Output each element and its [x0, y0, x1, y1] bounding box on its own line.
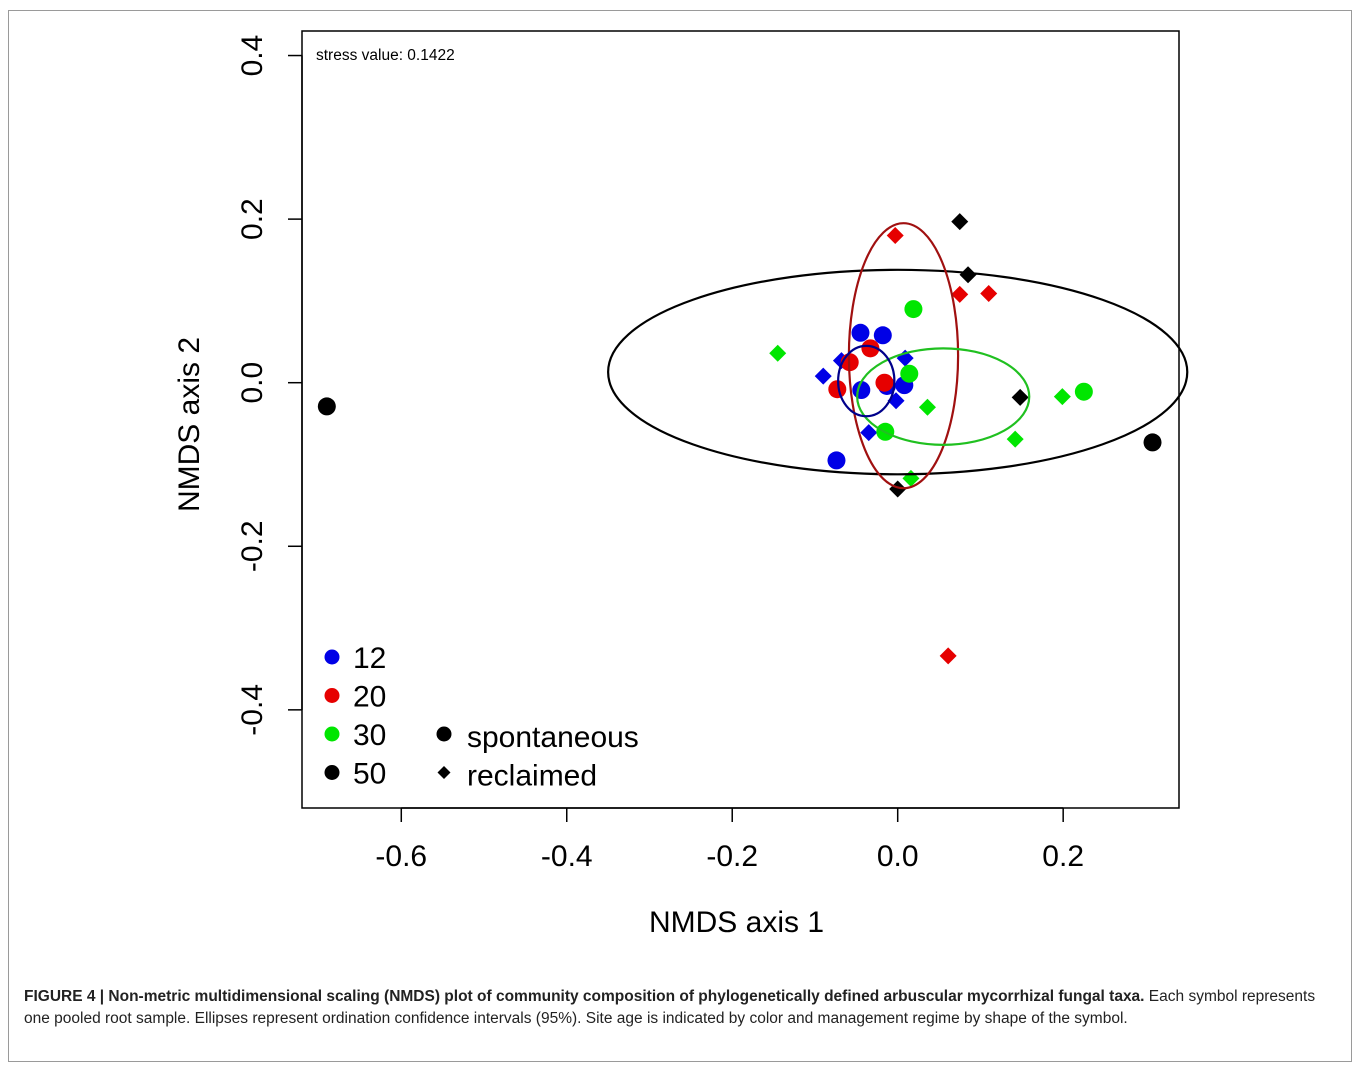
ellipse-50 [607, 268, 1189, 476]
ellipse-20 [847, 222, 960, 490]
legend-age-marker-50 [324, 765, 340, 780]
point-reclaimed-20 [939, 647, 957, 665]
caption-text: Each symbol represents one pooled root s… [24, 988, 1316, 1027]
y-tick-label: -0.2 [236, 520, 269, 572]
nmds-scatter-plot: -0.6 -0.4 -0.2 0.0 0.2 -0.4 -0.2 0.0 0.2 0.4 NMDS … [173, 30, 1189, 939]
plot-area-box [301, 30, 1180, 809]
y-tick-label: 0.0 [236, 362, 269, 404]
point-spontaneous-50 [317, 397, 336, 416]
point-reclaimed-50 [1011, 388, 1029, 406]
point-spontaneous-30 [904, 300, 923, 319]
legend-age-marker-20 [324, 688, 340, 703]
point-reclaimed-12 [814, 367, 832, 385]
point-reclaimed-20 [980, 285, 998, 303]
y-tick-label: 0.2 [236, 198, 269, 240]
x-tick-label: -0.2 [706, 840, 758, 873]
point-reclaimed-50 [959, 266, 977, 284]
point-reclaimed-20 [886, 226, 904, 244]
ellipse-30 [856, 347, 1031, 446]
legend-age-label-12: 12 [353, 642, 386, 675]
x-axis-label: NMDS axis 1 [649, 906, 824, 939]
point-spontaneous-20 [875, 373, 894, 392]
x-tick-label: 0.2 [1042, 840, 1084, 873]
point-spontaneous-30 [900, 364, 919, 383]
point-reclaimed-30 [769, 344, 787, 362]
y-axis-label: NMDS axis 2 [173, 337, 206, 512]
legend-management-label-reclaimed: reclaimed [467, 760, 597, 793]
ellipse-12 [837, 344, 896, 418]
figure-frame [8, 10, 1352, 1062]
legend-management-label-spontaneous: spontaneous [467, 721, 639, 754]
point-spontaneous-12 [873, 326, 892, 345]
point-spontaneous-20 [828, 380, 847, 399]
point-reclaimed-30 [1053, 388, 1071, 406]
point-reclaimed-20 [951, 285, 969, 303]
legend-age-marker-12 [324, 649, 340, 665]
point-reclaimed-12 [860, 424, 878, 442]
legend-age-marker-30 [324, 726, 340, 742]
figure-caption: FIGURE 4 | Non-metric multidimensional s… [24, 986, 1334, 1029]
point-reclaimed-30 [918, 398, 936, 416]
point-spontaneous-12 [852, 381, 871, 400]
x-tick-label: -0.6 [375, 840, 427, 873]
legend-age-label-30: 30 [353, 719, 386, 752]
legend-age-label-20: 20 [353, 681, 386, 714]
legend-age-label-50: 50 [353, 758, 386, 791]
point-spontaneous-20 [861, 339, 880, 358]
legend-reclaimed-marker [437, 766, 451, 779]
point-spontaneous-50 [1143, 433, 1162, 452]
x-tick-label: -0.4 [541, 840, 593, 873]
point-spontaneous-12 [827, 451, 846, 470]
y-tick-label: -0.4 [236, 684, 269, 736]
point-spontaneous-30 [1074, 382, 1093, 401]
point-reclaimed-50 [951, 213, 969, 231]
stress-value-annotation: stress value: 0.1422 [316, 47, 455, 64]
legend-spontaneous-marker [436, 726, 452, 742]
point-reclaimed-30 [1006, 430, 1024, 448]
x-tick-label: 0.0 [877, 840, 919, 873]
point-spontaneous-12 [851, 323, 870, 342]
y-tick-label: 0.4 [236, 35, 269, 77]
caption-title: FIGURE 4 | Non-metric multidimensional s… [24, 988, 1145, 1005]
